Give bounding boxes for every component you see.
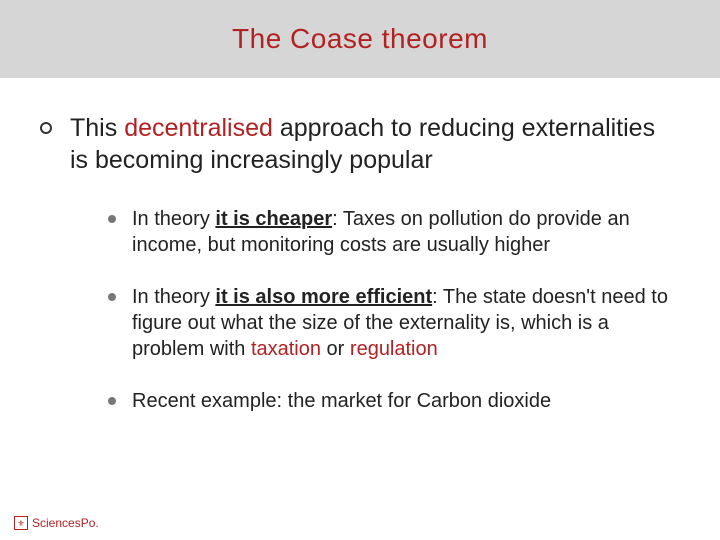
sub-hl2: regulation	[350, 338, 438, 360]
main-bullet-row: This decentralised approach to reducing …	[40, 112, 680, 176]
sub-pre: In theory	[132, 286, 215, 308]
sub-text: Recent example: the market for Carbon di…	[132, 388, 551, 414]
footer-logo: ⚜ SciencesPo.	[14, 516, 99, 530]
sub-bold-underline: it is cheaper	[215, 208, 332, 230]
main-text: This decentralised approach to reducing …	[70, 112, 680, 176]
sub-pre: Recent example: the market for Carbon di…	[132, 390, 551, 412]
header-band: The Coase theorem	[0, 0, 720, 78]
sub-pre: In theory	[132, 208, 215, 230]
dot-bullet-icon	[108, 293, 116, 301]
sub-item: Recent example: the market for Carbon di…	[108, 388, 680, 414]
logo-mark-icon: ⚜	[14, 516, 28, 530]
sub-item: In theory it is also more efficient: The…	[108, 284, 680, 362]
main-highlight: decentralised	[124, 114, 273, 142]
sub-mid2: or	[321, 338, 350, 360]
sub-text: In theory it is also more efficient: The…	[132, 284, 680, 362]
sub-hl1: taxation	[251, 338, 321, 360]
slide-title: The Coase theorem	[232, 23, 488, 55]
ring-bullet-icon	[40, 122, 52, 134]
dot-bullet-icon	[108, 397, 116, 405]
sub-text: In theory it is cheaper: Taxes on pollut…	[132, 206, 680, 258]
dot-bullet-icon	[108, 215, 116, 223]
sub-item: In theory it is cheaper: Taxes on pollut…	[108, 206, 680, 258]
main-pre: This	[70, 114, 124, 142]
content-area: This decentralised approach to reducing …	[0, 78, 720, 414]
sub-bold-underline: it is also more efficient	[215, 286, 432, 308]
sub-list: In theory it is cheaper: Taxes on pollut…	[40, 206, 680, 414]
logo-text: SciencesPo.	[32, 516, 99, 530]
